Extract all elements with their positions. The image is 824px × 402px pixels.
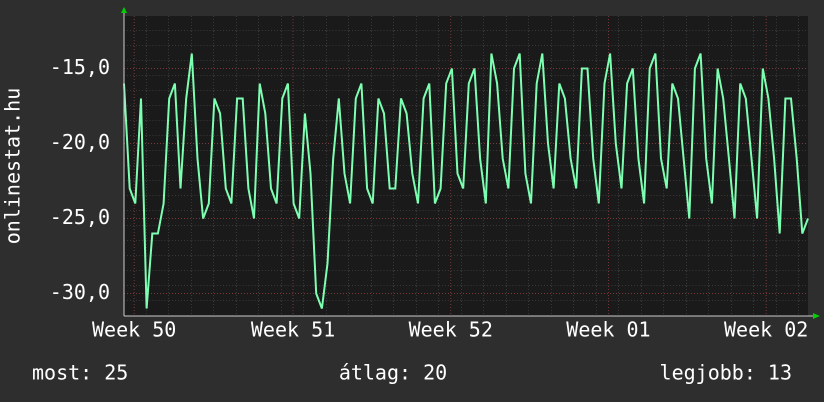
x-tick-label: Week 50	[92, 318, 176, 342]
footer-average: átlag: 20	[339, 361, 447, 385]
y-tick-label: -15,0	[50, 55, 110, 79]
footer-best: legjobb: 13	[660, 361, 792, 385]
y-axis-label: onlinestat.hu	[1, 88, 25, 245]
x-arrow	[813, 313, 820, 319]
y-tick-label: -30,0	[50, 280, 110, 304]
footer-now: most: 25	[32, 361, 128, 385]
data-line	[123, 53, 809, 309]
x-tick-label: Week 51	[251, 318, 335, 342]
x-tick-label: Week 02	[724, 318, 808, 342]
minor-grid	[124, 16, 808, 316]
y-tick-label: -20,0	[50, 130, 110, 154]
y-tick-label: -25,0	[50, 205, 110, 229]
x-tick-label: Week 52	[409, 318, 493, 342]
y-arrow	[121, 7, 127, 13]
x-tick-label: Week 01	[566, 318, 650, 342]
